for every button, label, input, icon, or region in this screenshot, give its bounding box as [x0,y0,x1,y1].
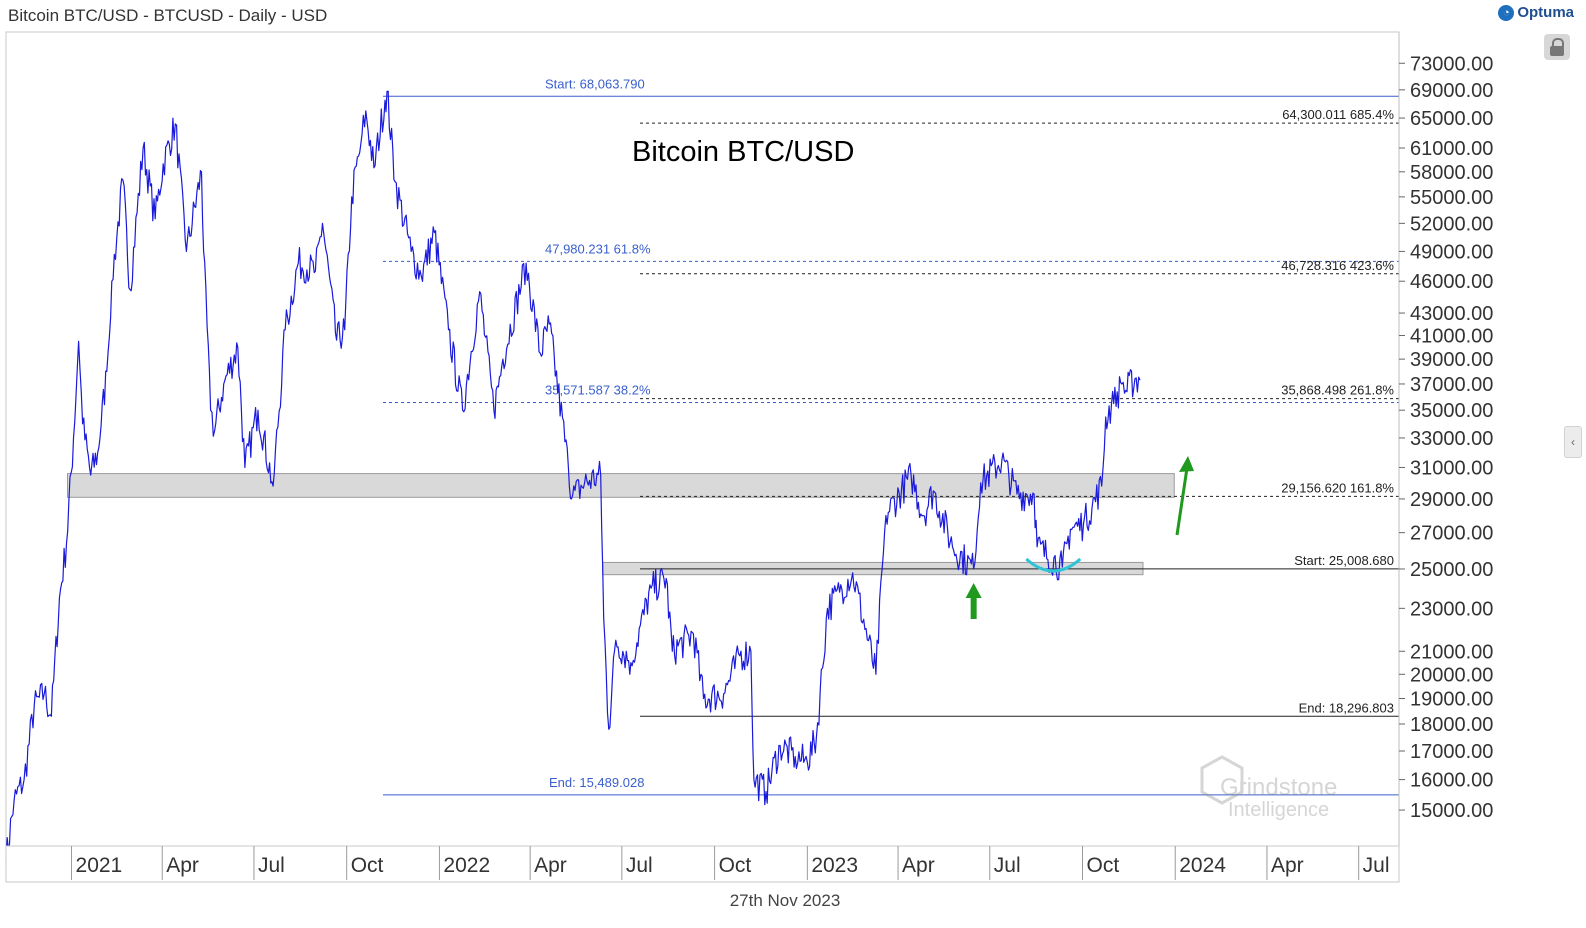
y-axis: 15000.00 16000.00 17000.00 18000.00 19000.00… [1398,32,1493,846]
x-tick-label-6: Jul [626,854,653,877]
x-tick-label-12: 2024 [1179,854,1226,877]
chart-header-title: Bitcoin BTC/USD - BTCUSD - Daily - USD [8,6,328,25]
fib-right-label-1: 46,728.316 423.6% [1281,258,1394,273]
x-tick-label-4: 2022 [443,854,490,877]
y-tick-label-12: 33000.00 [1410,428,1493,450]
collapse-panel-chevron-icon[interactable]: ‹ [1564,426,1582,458]
fib-right-label-2: 35,868.498 261.8% [1281,383,1394,398]
y-tick-label-5: 20000.00 [1410,664,1493,686]
y-tick-label-6: 21000.00 [1410,641,1493,663]
btc-price-line [5,90,1141,860]
fib-left-label-2: 35,571.587 38.2% [545,383,651,398]
y-tick-label-24: 65000.00 [1410,108,1493,130]
lock-body [1550,46,1564,56]
x-axis: 2021 Apr Jul Oct 2022 Apr Jul Oct 2023 Apr Jul Oct 2… [5,845,1400,883]
cup-curve [1025,557,1082,573]
plot-area [5,31,1400,847]
x-tick-label-3: Oct [351,854,384,877]
y-tick-label-14: 37000.00 [1410,374,1493,396]
y-tick-label-19: 49000.00 [1410,241,1493,263]
lock-shackle [1552,38,1564,47]
x-tick-label-2: Jul [258,854,285,877]
y-tick-label-21: 55000.00 [1410,187,1493,209]
y-tick-label-1: 16000.00 [1410,770,1493,792]
x-tick-label-9: Apr [902,854,935,877]
fib-right-label-0: 64,300.011 685.4% [1282,107,1394,122]
watermark-line1: Grindstone [1220,774,1337,801]
trend-arrow-shaft [1175,467,1189,536]
brand-name: Optuma [1517,4,1574,21]
x-tick-label-0: 2021 [76,854,123,877]
x-tick-label-10: Jul [994,854,1021,877]
watermark-hexagon-icon [1200,755,1244,805]
y-tick-label-3: 18000.00 [1410,714,1493,736]
y-tick-label-9: 27000.00 [1410,523,1493,545]
y-tick-label-10: 29000.00 [1410,489,1493,511]
fib-left-label-0: Start: 68,063.790 [545,76,645,91]
x-tick-label-11: Oct [1087,854,1120,877]
y-tick-label-13: 35000.00 [1410,400,1493,422]
chart-title: Bitcoin BTC/USD [632,136,854,168]
x-tick-label-8: 2023 [811,854,858,877]
y-tick-label-16: 41000.00 [1410,326,1493,348]
price-series [5,90,1141,860]
watermark-logo: Grindstone Intelligence [1200,755,1337,821]
y-tick-label-15: 39000.00 [1410,349,1493,371]
y-tick-label-0: 15000.00 [1410,800,1493,822]
x-tick-label-1: Apr [166,854,199,877]
y-tick-label-22: 58000.00 [1410,162,1493,184]
y-tick-label-20: 52000.00 [1410,213,1493,235]
x-tick-label-7: Oct [719,854,752,877]
y-tick-label-11: 31000.00 [1410,457,1493,479]
y-tick-label-25: 69000.00 [1410,80,1493,102]
x-tick-label-5: Apr [534,854,567,877]
annotations [965,456,1194,619]
y-tick-label-7: 23000.00 [1410,598,1493,620]
fib-right-label-4: Start: 25,008.680 [1294,553,1394,568]
x-tick-label-13: Apr [1271,854,1304,877]
up-arrow-icon [965,583,982,619]
optuma-logo-icon: ◔ [1498,4,1515,21]
lock-icon[interactable] [1544,34,1570,60]
x-axis-band [5,845,1400,883]
y-tick-label-2: 17000.00 [1410,741,1493,763]
y-tick-label-18: 46000.00 [1410,271,1493,293]
watermark-line2: Intelligence [1228,799,1329,821]
chart-header: Bitcoin BTC/USD - BTCUSD - Daily - USD ◔… [0,0,1586,33]
brand-logo[interactable]: ◔ Optuma [1498,4,1574,21]
fib-right-label-5: End: 18,296.803 [1299,700,1394,715]
y-tick-label-23: 61000.00 [1410,138,1493,160]
fib-left-label-3: End: 15,489.028 [549,775,644,790]
fib-right-label-3: 29,156.620 161.8% [1281,480,1394,495]
chart-date: 27th Nov 2023 [729,891,841,910]
zone-band-0 [66,473,1175,498]
y-tick-label-26: 73000.00 [1410,53,1493,75]
y-tick-label-17: 43000.00 [1410,303,1493,325]
fibonacci-levels: Start: 68,063.790 47,980.231 61.8% 35,571.… [383,76,1399,796]
y-tick-label-4: 19000.00 [1410,688,1493,710]
x-tick-label-14: Jul [1363,854,1390,877]
y-tick-label-8: 25000.00 [1410,559,1493,581]
trend-arrow-head-icon [1179,456,1194,472]
fib-left-label-1: 47,980.231 61.8% [545,241,651,256]
